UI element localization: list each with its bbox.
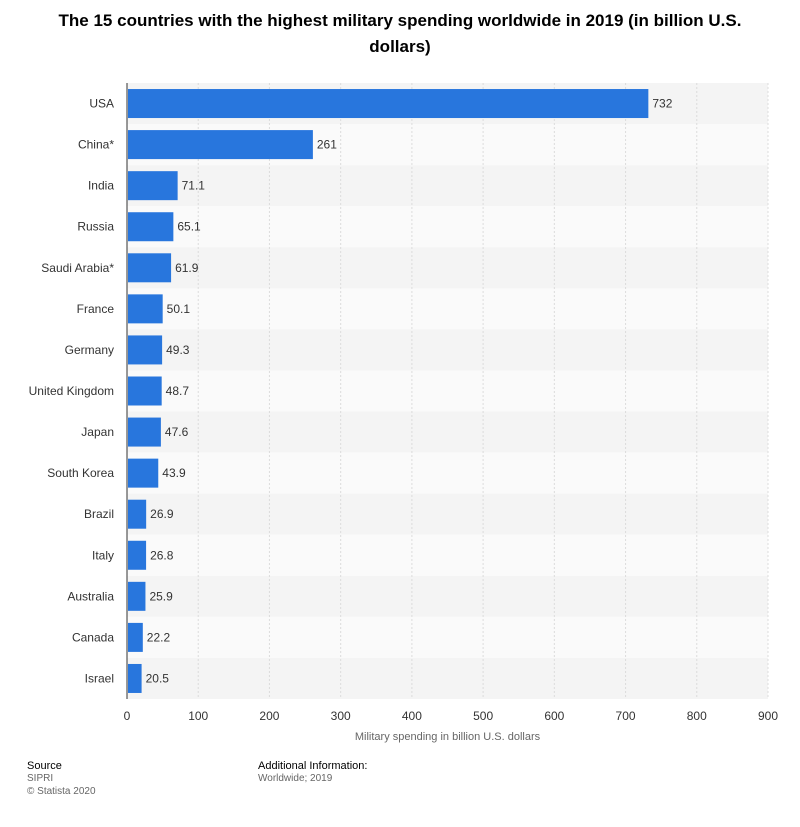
bar (128, 499, 147, 529)
row-band (127, 247, 768, 289)
category-label: France (77, 302, 115, 316)
category-label: Saudi Arabia* (41, 261, 114, 275)
data-label: 26.8 (150, 548, 174, 562)
source-block: Source SIPRI © Statista 2020 (27, 760, 96, 798)
row-band (127, 165, 768, 207)
bar (128, 171, 178, 201)
row-band (127, 206, 768, 248)
data-label: 48.7 (166, 384, 190, 398)
data-label: 25.9 (149, 589, 173, 603)
category-label: Australia (67, 589, 114, 603)
data-label: 65.1 (177, 220, 201, 234)
bar (128, 212, 174, 242)
data-label: 20.5 (146, 671, 170, 685)
data-label: 47.6 (165, 425, 189, 439)
row-band (127, 288, 768, 330)
row-band (127, 452, 768, 494)
x-tick-label: 900 (758, 709, 778, 723)
category-label: China* (78, 138, 114, 152)
source-heading: Source (27, 760, 62, 772)
row-band (127, 329, 768, 371)
row-band (127, 657, 768, 699)
bar (128, 458, 159, 488)
bar (128, 130, 313, 160)
row-band (127, 534, 768, 576)
bar (128, 335, 163, 365)
category-label: USA (89, 97, 114, 111)
source-name: SIPRI (27, 773, 54, 784)
info-text: Worldwide; 2019 (258, 773, 333, 784)
data-label: 22.2 (147, 630, 171, 644)
chart-title: The 15 countries with the highest milita… (58, 11, 742, 56)
data-label: 50.1 (167, 302, 191, 316)
x-tick-label: 300 (331, 709, 351, 723)
category-label: Italy (92, 548, 114, 562)
row-band (127, 575, 768, 617)
x-tick-label: 700 (616, 709, 636, 723)
row-band (127, 370, 768, 412)
x-tick-label: 200 (259, 709, 279, 723)
bar (128, 622, 143, 652)
bar (128, 417, 161, 447)
data-label: 49.3 (166, 343, 190, 357)
data-label: 61.9 (175, 261, 199, 275)
data-label: 261 (317, 138, 337, 152)
row-band (127, 493, 768, 535)
x-tick-label: 800 (687, 709, 707, 723)
category-label: India (88, 179, 114, 193)
bar (128, 253, 172, 283)
row-band (127, 411, 768, 453)
x-axis-title: Military spending in billion U.S. dollar… (355, 731, 541, 743)
x-tick-label: 0 (124, 709, 131, 723)
bar (128, 89, 649, 119)
category-label: United Kingdom (29, 384, 114, 398)
copyright: © Statista 2020 (27, 786, 96, 797)
x-tick-label: 400 (402, 709, 422, 723)
bar (128, 663, 142, 693)
bar (128, 540, 147, 570)
info-heading: Additional Information: (258, 760, 368, 772)
category-label: Russia (77, 220, 114, 234)
category-label: Canada (72, 630, 114, 644)
x-tick-label: 100 (188, 709, 208, 723)
category-label: Japan (81, 425, 114, 439)
row-band (127, 616, 768, 658)
data-label: 43.9 (162, 466, 186, 480)
category-label: South Korea (47, 466, 114, 480)
x-tick-label: 600 (544, 709, 564, 723)
bar (128, 581, 146, 611)
category-label: Brazil (84, 507, 114, 521)
bar (128, 376, 162, 406)
data-label: 71.1 (182, 179, 206, 193)
x-tick-label: 500 (473, 709, 493, 723)
additional-info-block: Additional Information: Worldwide; 2019 (258, 760, 367, 785)
data-label: 732 (652, 97, 672, 111)
category-label: Germany (65, 343, 114, 357)
category-label: Israel (85, 671, 114, 685)
data-label: 26.9 (150, 507, 174, 521)
bar (128, 294, 163, 324)
bar-chart: USA 732 China* 261 India 71.1 Russia 65.1 Saudi … (29, 83, 778, 743)
